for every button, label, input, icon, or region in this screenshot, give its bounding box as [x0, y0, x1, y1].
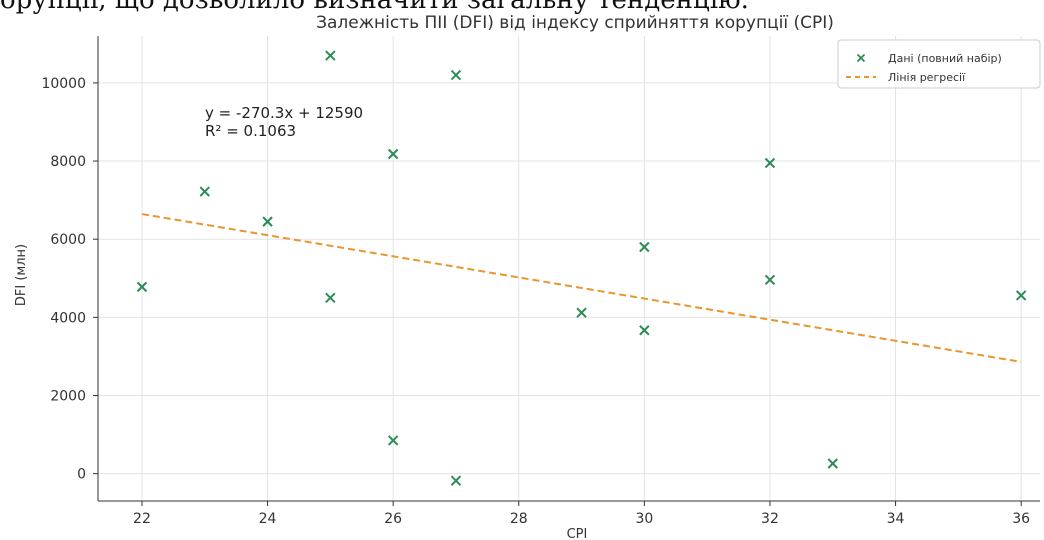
- x-tick-label: 32: [761, 511, 779, 527]
- data-point-stroke: [764, 274, 776, 286]
- data-point-stroke: [639, 241, 650, 253]
- data-points: [136, 50, 1027, 486]
- data-point: [199, 186, 210, 197]
- data-point: [639, 241, 650, 253]
- data-point-stroke: [387, 435, 399, 446]
- regression-equation: y = -270.3x + 12590: [205, 104, 363, 122]
- data-point-stroke: [639, 325, 650, 336]
- data-point: [764, 274, 776, 286]
- data-point: [387, 148, 399, 160]
- x-axis-label: CPI: [567, 527, 588, 540]
- regression-line-path: [141, 213, 1022, 363]
- legend-label-data: Дані (повний набір): [888, 52, 1002, 65]
- x-tick-label: 24: [259, 511, 277, 527]
- chart-title: Залежність ПІІ (DFI) від індексу сприйня…: [316, 13, 834, 33]
- regression-line: [141, 213, 1022, 363]
- x-axis-ticks: 22 24 26 28 30 32 34 36: [133, 501, 1030, 527]
- data-point: [387, 435, 399, 446]
- data-point-stroke: [827, 458, 838, 469]
- data-point: [639, 325, 650, 336]
- x-tick-label: 36: [1012, 511, 1030, 527]
- y-tick-label: 2000: [50, 388, 86, 404]
- y-tick-label: 0: [77, 467, 86, 483]
- data-point-stroke: [262, 216, 273, 227]
- legend-marker-data: [856, 53, 866, 63]
- data-point-stroke: [387, 148, 399, 160]
- r-squared-label: R² = 0.1063: [205, 122, 296, 140]
- data-point: [325, 292, 336, 304]
- legend: Дані (повний набір) Лінія регресії: [837, 39, 1041, 89]
- x-tick-label: 26: [384, 511, 402, 527]
- x-tick-label: 28: [510, 511, 528, 527]
- data-point: [325, 50, 336, 61]
- y-tick-label: 8000: [50, 154, 86, 170]
- axes-frame: [97, 36, 1040, 502]
- data-point-stroke: [325, 50, 336, 61]
- legend-label-regression: Лінія регресії: [888, 71, 966, 84]
- x-tick-label: 30: [635, 511, 653, 527]
- y-axis-ticks: 0 2000 4000 6000 8000 10000: [41, 76, 98, 483]
- x-tick-label: 22: [133, 511, 151, 527]
- data-point-stroke: [576, 307, 587, 318]
- data-point-stroke: [199, 186, 210, 197]
- y-tick-label: 4000: [50, 310, 86, 326]
- data-point: [1015, 290, 1027, 301]
- legend-marker-stroke: [856, 53, 866, 63]
- data-point-stroke: [450, 475, 462, 486]
- data-point: [450, 69, 462, 81]
- data-point-stroke: [450, 69, 462, 81]
- data-point-stroke: [764, 157, 776, 169]
- legend-box: [837, 39, 1041, 89]
- data-point: [764, 157, 776, 169]
- grid: [98, 36, 1040, 501]
- y-tick-label: 10000: [41, 76, 86, 92]
- y-tick-label: 6000: [50, 232, 86, 248]
- data-point: [450, 475, 462, 486]
- x-tick-label: 34: [887, 511, 905, 527]
- data-point-stroke: [325, 292, 336, 304]
- y-axis-label: DFI (млн): [14, 244, 29, 306]
- data-point: [262, 216, 273, 227]
- data-point-stroke: [136, 281, 148, 293]
- data-point: [576, 307, 587, 318]
- data-point: [136, 281, 148, 293]
- data-point-stroke: [1015, 290, 1027, 301]
- cropped-page-text: орупції, що дозволило визначити загальну…: [0, 0, 749, 15]
- data-point: [827, 458, 838, 469]
